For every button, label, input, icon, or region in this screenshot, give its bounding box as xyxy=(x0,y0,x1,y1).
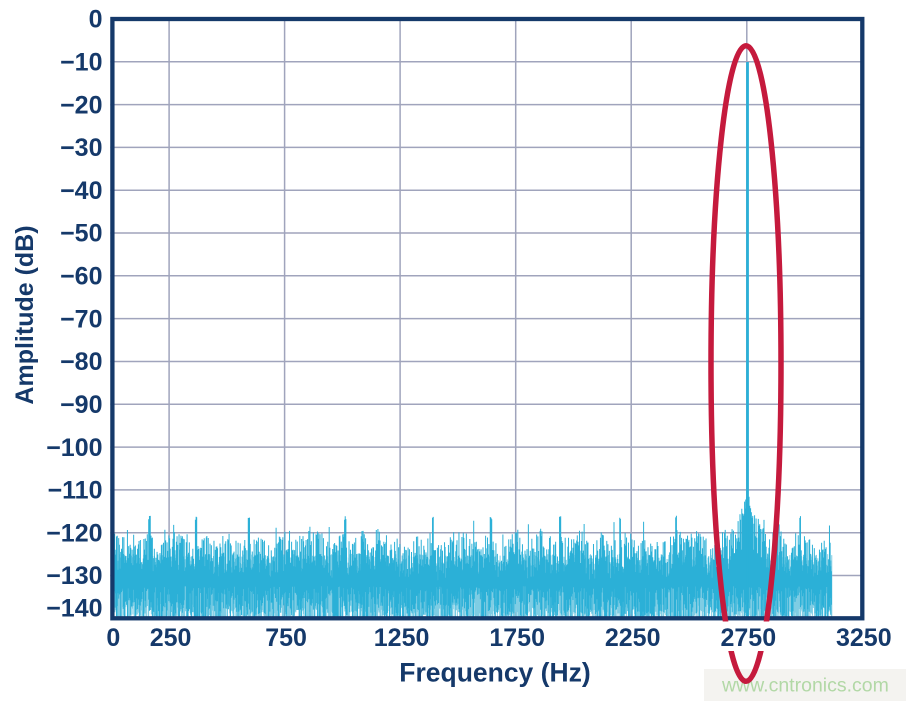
svg-text:750: 750 xyxy=(265,624,307,652)
svg-text:2250: 2250 xyxy=(605,624,661,652)
svg-text:−60: −60 xyxy=(60,263,102,291)
svg-text:1750: 1750 xyxy=(489,624,545,652)
svg-text:−100: −100 xyxy=(46,434,102,462)
svg-text:2750: 2750 xyxy=(720,624,776,652)
svg-text:−140: −140 xyxy=(46,594,102,622)
svg-text:−50: −50 xyxy=(60,220,102,248)
svg-text:−110: −110 xyxy=(48,477,103,505)
svg-text:1250: 1250 xyxy=(374,624,430,652)
svg-text:www.cntronics.com: www.cntronics.com xyxy=(721,675,889,697)
svg-text:Frequency (Hz): Frequency (Hz) xyxy=(399,658,590,688)
svg-text:−30: −30 xyxy=(60,134,102,162)
svg-text:Amplitude (dB): Amplitude (dB) xyxy=(11,225,39,404)
svg-text:−20: −20 xyxy=(60,91,102,119)
svg-text:−120: −120 xyxy=(46,519,102,547)
svg-text:0: 0 xyxy=(106,624,120,652)
svg-text:−40: −40 xyxy=(60,177,102,205)
svg-text:0: 0 xyxy=(89,6,103,34)
svg-text:−70: −70 xyxy=(60,305,102,333)
svg-text:−130: −130 xyxy=(46,562,102,590)
svg-text:−90: −90 xyxy=(60,391,102,419)
svg-text:250: 250 xyxy=(150,624,192,652)
svg-text:3250: 3250 xyxy=(836,624,892,652)
svg-text:−10: −10 xyxy=(60,49,102,77)
svg-text:−80: −80 xyxy=(60,348,102,376)
